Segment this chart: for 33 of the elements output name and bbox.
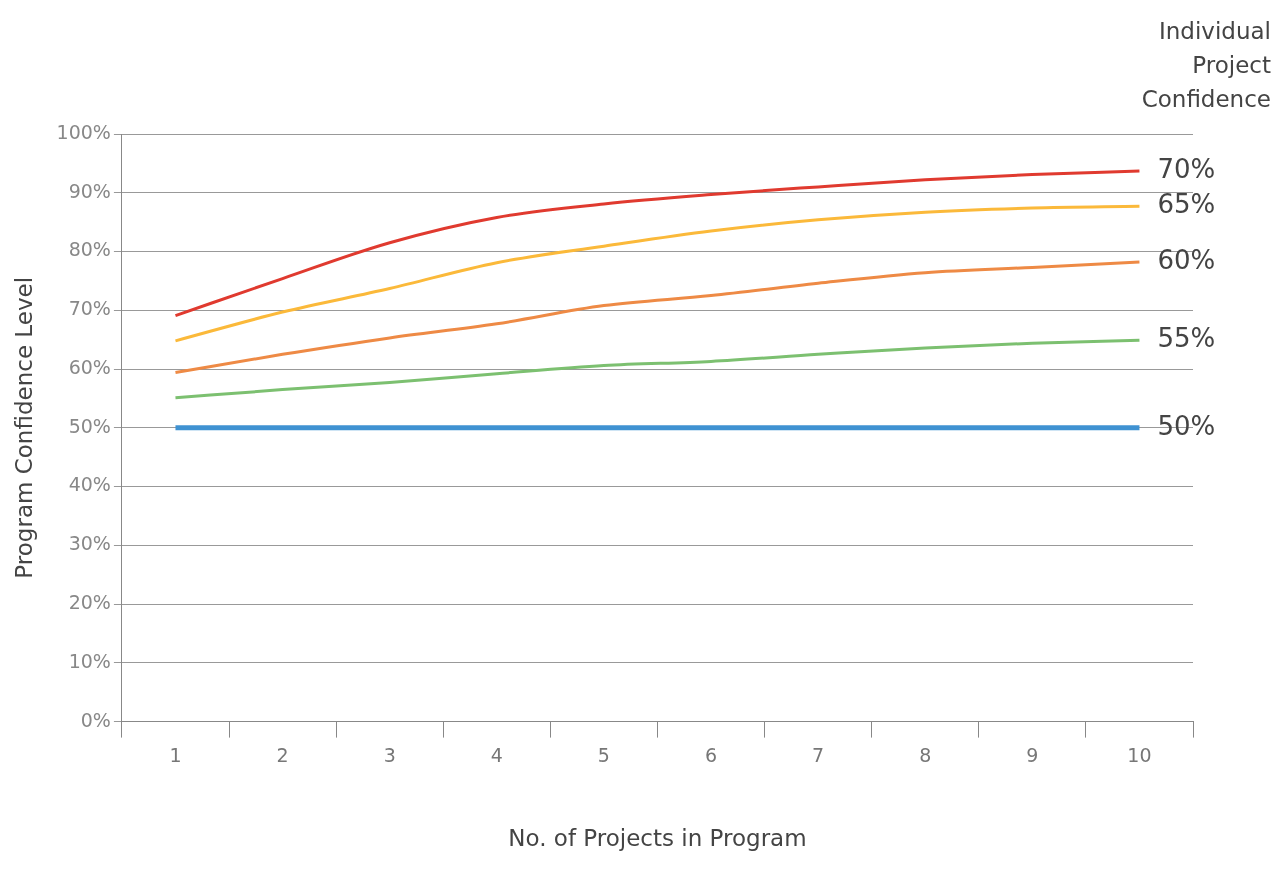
line-series [173, 338, 1141, 400]
series-label: 55% [1157, 323, 1216, 353]
y-tick-label: 40% [68, 473, 111, 496]
line-series [173, 204, 1141, 343]
y-tick-label: 60% [68, 355, 111, 378]
y-tick-label: 20% [68, 591, 111, 614]
series-label: 50% [1157, 410, 1216, 441]
series-label: 60% [1157, 244, 1216, 275]
y-axis-title: Program Confidence Level [10, 276, 37, 579]
y-tick-label: 10% [68, 649, 111, 672]
series-label: 70% [1157, 153, 1216, 184]
x-tick-label: 1 [169, 743, 182, 766]
x-tick-label: 5 [597, 743, 610, 766]
series-label: 65% [1157, 189, 1216, 220]
y-tick-label: 50% [68, 414, 111, 437]
x-tick-label: 2 [276, 743, 289, 766]
line-series [173, 169, 1141, 318]
x-axis-title: No. of Projects in Program [508, 825, 807, 852]
legend-title: Individual Project Confidence [1140, 17, 1271, 114]
y-tick-label: 80% [68, 238, 111, 261]
x-tick-label: 3 [383, 743, 396, 766]
x-tick-label: 7 [812, 743, 825, 766]
x-tick-label: 8 [919, 743, 932, 766]
x-tick-label: 10 [1127, 743, 1152, 766]
x-tick-label: 6 [704, 743, 718, 766]
y-tick-label: 90% [68, 179, 111, 202]
y-tick-label: 30% [68, 532, 111, 555]
x-tick-label: 4 [490, 743, 503, 766]
y-tick-label: 100% [56, 120, 111, 143]
y-tick-label: 70% [68, 297, 111, 320]
x-tick-label: 9 [1026, 743, 1039, 766]
line-series [173, 260, 1141, 375]
y-tick-label: 0% [80, 708, 111, 731]
